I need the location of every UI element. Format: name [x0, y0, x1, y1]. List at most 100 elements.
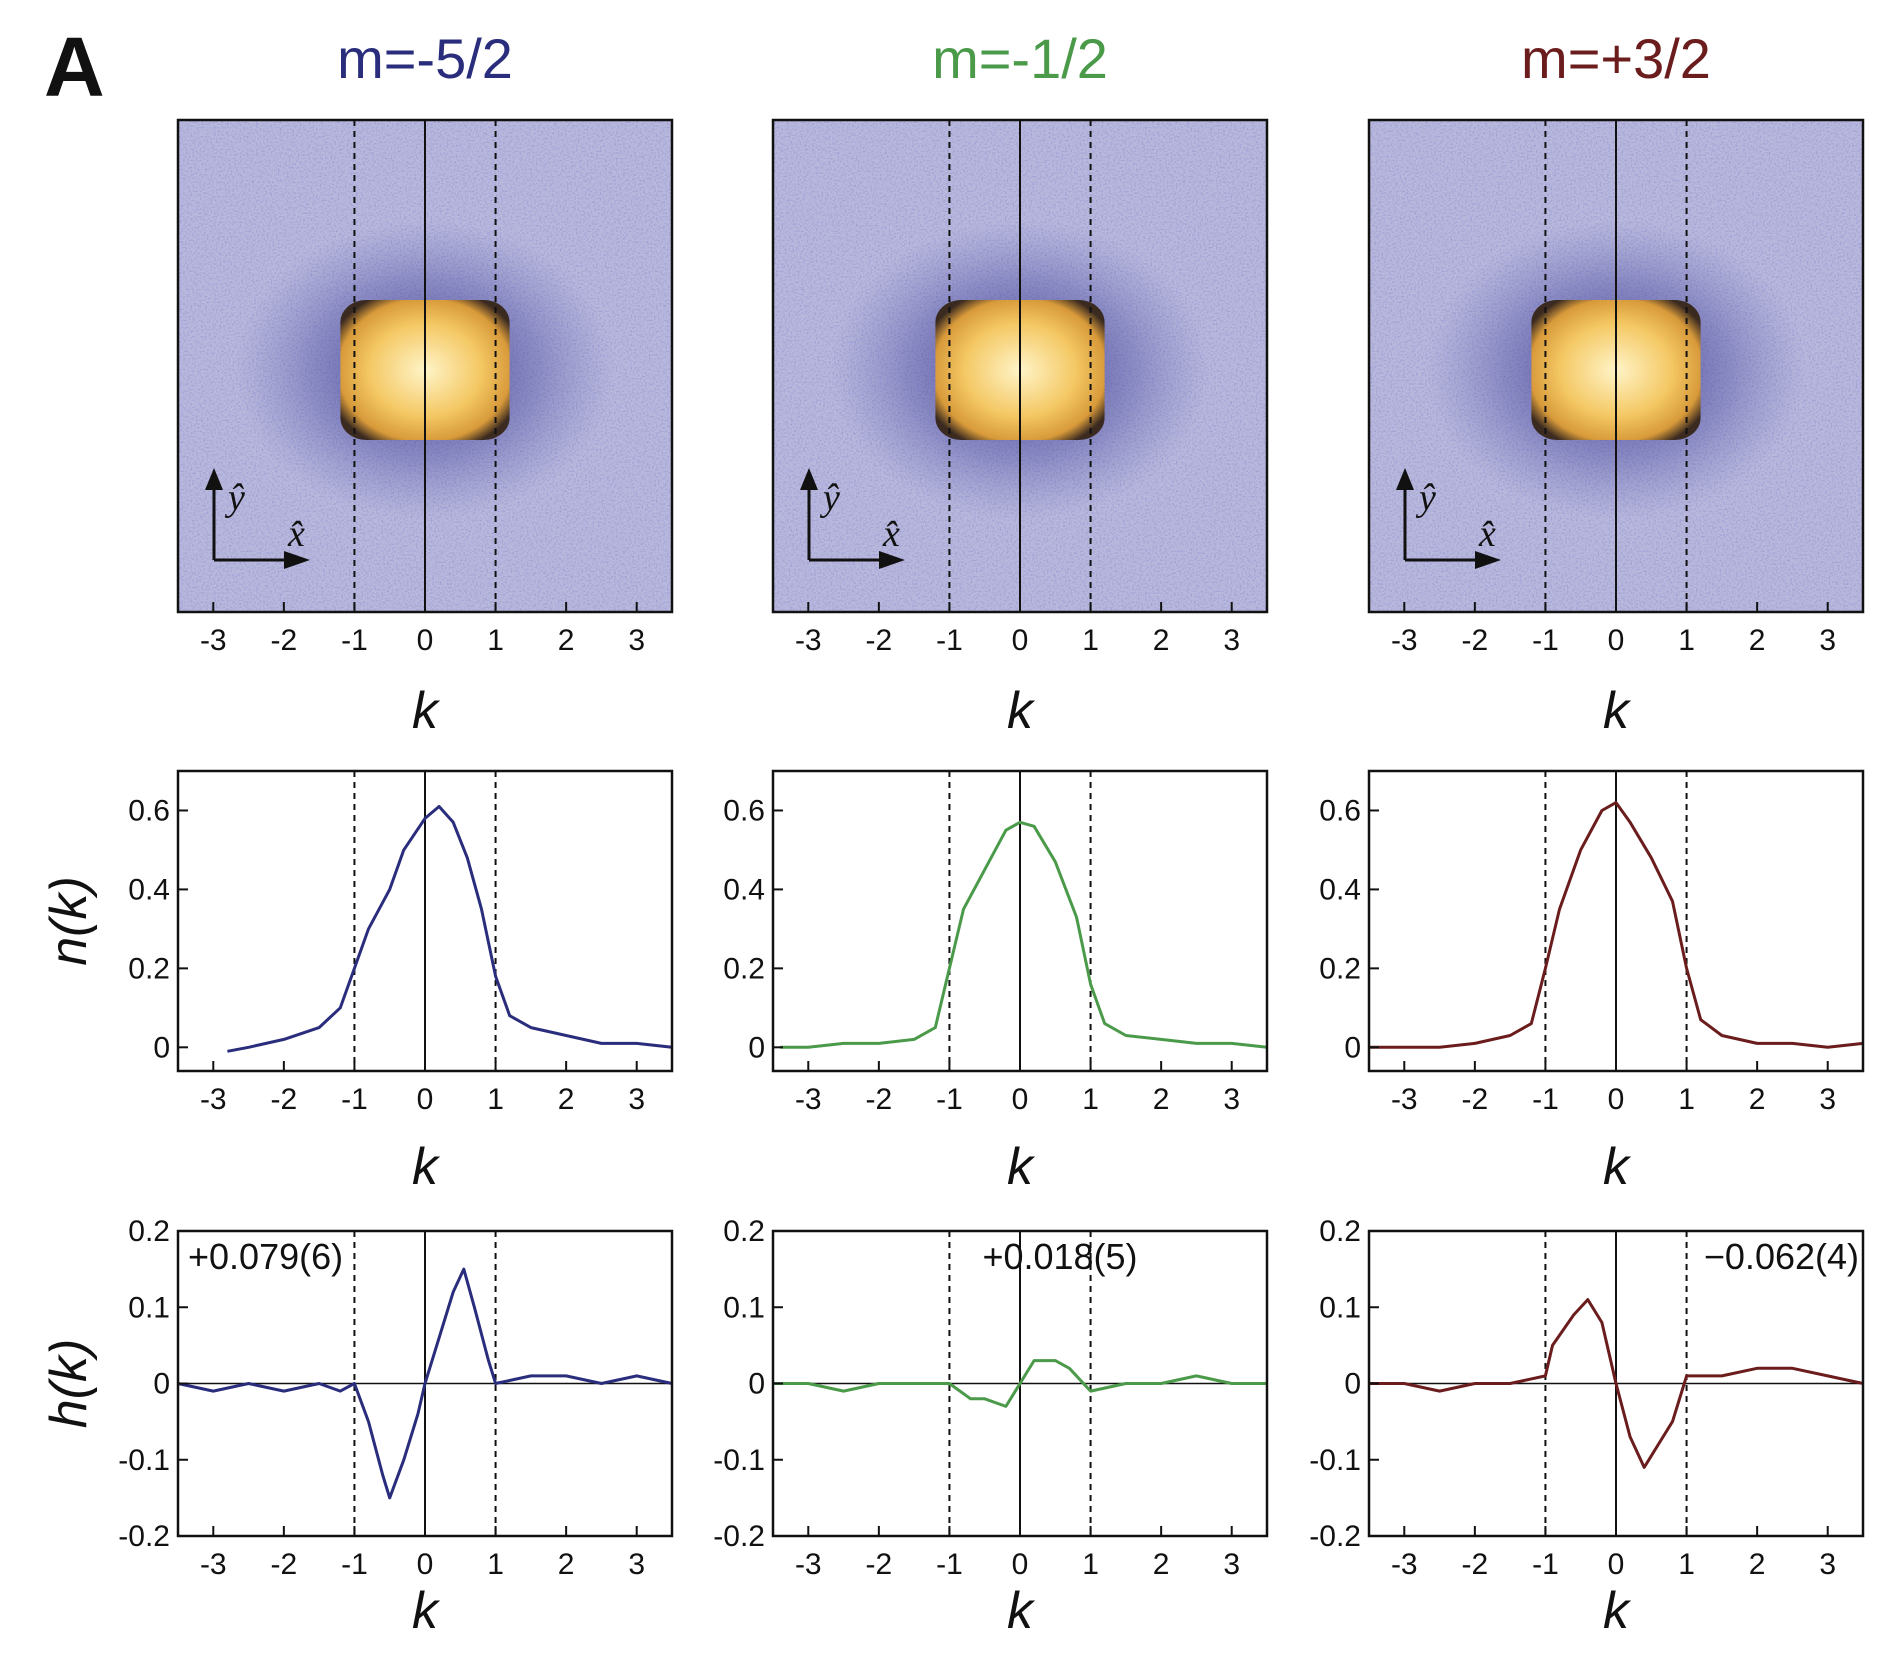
x-tick-label: -1	[341, 1548, 368, 1581]
y-tick-label: 0	[748, 1368, 765, 1401]
line-plot-panel: -0.2 -0.1 0 0.1 0.2 -3 -2 -1 0 1 2 3 k h(k) +0.079(6)	[40, 1215, 674, 1640]
x-tick-label: 3	[1223, 1083, 1240, 1116]
y-arrowhead-icon	[800, 468, 818, 490]
x-tick-label: -1	[936, 624, 963, 657]
line-plot-panel: 0 0.2 0.4 0.6 -3 -2 -1 0 1 2 3 k	[723, 769, 1269, 1196]
y-tick-label: -0.2	[713, 1520, 765, 1553]
x-tick-label: 3	[628, 624, 645, 657]
x-tick-label: 0	[417, 624, 434, 657]
y-arrowhead-icon	[205, 468, 223, 490]
x-tick-label: -3	[1391, 624, 1418, 657]
x-tick-label: -2	[271, 624, 298, 657]
x-hat-label: x̂	[1478, 513, 1496, 555]
x-axis-label: k	[412, 1138, 441, 1196]
x-tick-label: 0	[1608, 1548, 1625, 1581]
x-tick-label: 2	[558, 624, 575, 657]
x-arrowhead-icon	[1475, 551, 1501, 569]
y-tick-label: 0.4	[128, 873, 170, 906]
x-tick-label: 1	[1678, 624, 1695, 657]
y-tick-label: 0	[1344, 1368, 1361, 1401]
y-tick-label: 0	[748, 1031, 765, 1064]
x-tick-label: -1	[341, 1083, 368, 1116]
x-axis-label: k	[1007, 1582, 1036, 1640]
x-tick-label: -3	[1391, 1083, 1418, 1116]
x-tick-label: 0	[1608, 624, 1625, 657]
y-tick-label: 0.2	[128, 952, 170, 985]
y-tick-label: -0.1	[1309, 1444, 1361, 1477]
x-tick-label: 3	[1223, 624, 1240, 657]
x-tick-label: 2	[1749, 624, 1766, 657]
y-tick-label: 0.4	[723, 873, 765, 906]
x-tick-label: 2	[558, 1548, 575, 1581]
y-tick-label: 0.2	[128, 1215, 170, 1248]
x-tick-label: -3	[795, 624, 822, 657]
x-tick-label: -2	[271, 1083, 298, 1116]
column-title-center: m=-1/2	[932, 27, 1108, 90]
y-hat-label: ŷ	[224, 477, 245, 519]
y-hat-label: ŷ	[819, 477, 840, 519]
density-image-panel: ŷ x̂ -3 -2 -1 0 1 2 3 k	[176, 118, 674, 740]
x-tick-label: -2	[866, 1083, 893, 1116]
x-tick-label: 0	[1012, 624, 1029, 657]
x-tick-label: -2	[1462, 1083, 1489, 1116]
x-tick-label: 3	[1223, 1548, 1240, 1581]
x-tick-label: -1	[341, 624, 368, 657]
y-tick-label: 0.2	[723, 1215, 765, 1248]
density-image-panel: ŷ x̂ -3 -2 -1 0 1 2 3 k	[1367, 118, 1865, 740]
x-tick-label: 1	[487, 624, 504, 657]
y-axis-label: h(k)	[40, 1339, 98, 1429]
x-axis-label: k	[1603, 682, 1632, 740]
correlation-annotation: −0.062(4)	[1704, 1236, 1859, 1277]
y-axis-label: n(k)	[40, 876, 98, 966]
x-tick-label: 3	[628, 1083, 645, 1116]
density-image-panel: ŷ x̂ -3 -2 -1 0 1 2 3 k	[771, 118, 1269, 740]
line-plot-panel: 0 0.2 0.4 0.6 -3 -2 -1 0 1 2 3 k	[1319, 769, 1865, 1196]
x-tick-label: -3	[200, 1548, 227, 1581]
x-tick-label: 1	[1082, 1083, 1099, 1116]
x-hat-label: x̂	[287, 513, 305, 555]
y-tick-label: 0	[153, 1368, 170, 1401]
x-tick-label: 1	[1678, 1548, 1695, 1581]
x-tick-label: 1	[487, 1083, 504, 1116]
y-tick-label: 0	[1344, 1031, 1361, 1064]
x-axis-label: k	[1007, 1138, 1036, 1196]
line-plot-panel: -0.2 -0.1 0 0.1 0.2 -3 -2 -1 0 1 2 3 k −0.062(4)	[1309, 1215, 1865, 1640]
x-axis-label: k	[1603, 1138, 1632, 1196]
x-tick-label: 2	[1153, 1548, 1170, 1581]
x-tick-label: 1	[1082, 1548, 1099, 1581]
y-tick-label: 0.2	[1319, 952, 1361, 985]
x-tick-label: 2	[558, 1083, 575, 1116]
x-hat-label: x̂	[882, 513, 900, 555]
x-tick-label: 3	[1819, 624, 1836, 657]
x-axis-label: k	[412, 682, 441, 740]
x-tick-label: 0	[417, 1548, 434, 1581]
x-tick-label: 0	[417, 1083, 434, 1116]
x-tick-label: -1	[1532, 1548, 1559, 1581]
x-tick-label: -2	[866, 624, 893, 657]
y-tick-label: -0.2	[118, 1520, 170, 1553]
x-tick-label: 0	[1012, 1548, 1029, 1581]
x-tick-label: 1	[1678, 1083, 1695, 1116]
x-tick-label: 2	[1749, 1548, 1766, 1581]
x-tick-label: -3	[1391, 1548, 1418, 1581]
x-tick-label: 2	[1749, 1083, 1766, 1116]
panel-letter: A	[44, 20, 105, 114]
x-tick-label: -2	[1462, 1548, 1489, 1581]
x-tick-label: -1	[1532, 624, 1559, 657]
x-tick-label: 1	[487, 1548, 504, 1581]
x-tick-label: -2	[1462, 624, 1489, 657]
x-tick-label: 3	[1819, 1083, 1836, 1116]
line-plot-panel: -0.2 -0.1 0 0.1 0.2 -3 -2 -1 0 1 2 3 k +0.018(5)	[713, 1215, 1269, 1640]
column-title-left: m=-5/2	[337, 27, 513, 90]
y-tick-label: -0.1	[713, 1444, 765, 1477]
x-arrowhead-icon	[284, 551, 310, 569]
x-axis-label: k	[1007, 682, 1036, 740]
y-tick-label: 0.2	[723, 952, 765, 985]
x-tick-label: 0	[1012, 1083, 1029, 1116]
x-tick-label: 3	[1819, 1548, 1836, 1581]
x-tick-label: -2	[866, 1548, 893, 1581]
x-arrowhead-icon	[879, 551, 905, 569]
y-tick-label: 0.6	[1319, 794, 1361, 827]
y-tick-label: 0.6	[128, 794, 170, 827]
x-tick-label: 1	[1082, 624, 1099, 657]
